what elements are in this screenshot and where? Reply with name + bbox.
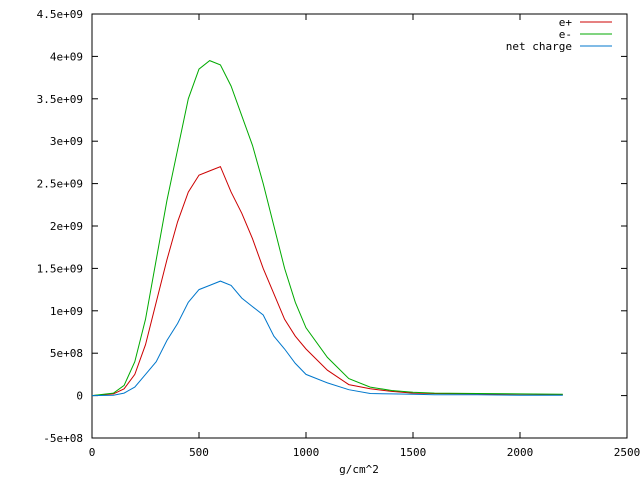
y-tick-label: 2.5e+09	[37, 178, 83, 191]
y-tick-label: 3e+09	[50, 135, 83, 148]
series-line-2	[91, 280, 563, 397]
y-tick-label: 4.5e+09	[37, 8, 83, 21]
x-tick-label: 2500	[614, 446, 640, 459]
series-lines	[91, 60, 563, 397]
x-tick-label: 500	[189, 446, 209, 459]
y-tick-label: 2e+09	[50, 220, 83, 233]
y-tick-label: 1e+09	[50, 305, 83, 318]
legend-label: e-	[559, 28, 572, 41]
series-line-1	[91, 60, 563, 397]
y-tick-label: -5e+08	[43, 432, 83, 445]
y-tick-label: 4e+09	[50, 50, 83, 63]
x-axis-title: g/cm^2	[339, 463, 379, 476]
plot-frame	[91, 13, 628, 439]
y-tick-label: 1.5e+09	[37, 262, 83, 275]
y-tick-label: 0	[76, 390, 83, 403]
legend-label: net charge	[506, 40, 572, 53]
axis-ticks: -5e+08 0 5e+08 1e+09 1.5e+09 2e+09 2.5e+09 3e+0…	[37, 8, 640, 459]
series-line-0	[91, 165, 563, 397]
legend-label: e+	[559, 16, 573, 29]
y-tick-label: 5e+08	[50, 347, 83, 360]
x-tick-label: 1000	[293, 446, 320, 459]
y-tick-label: 3.5e+09	[37, 93, 83, 106]
x-tick-label: 1500	[400, 446, 427, 459]
x-tick-label: 0	[89, 446, 96, 459]
x-tick-label: 2000	[507, 446, 534, 459]
legend: e+e-net charge	[506, 16, 612, 53]
